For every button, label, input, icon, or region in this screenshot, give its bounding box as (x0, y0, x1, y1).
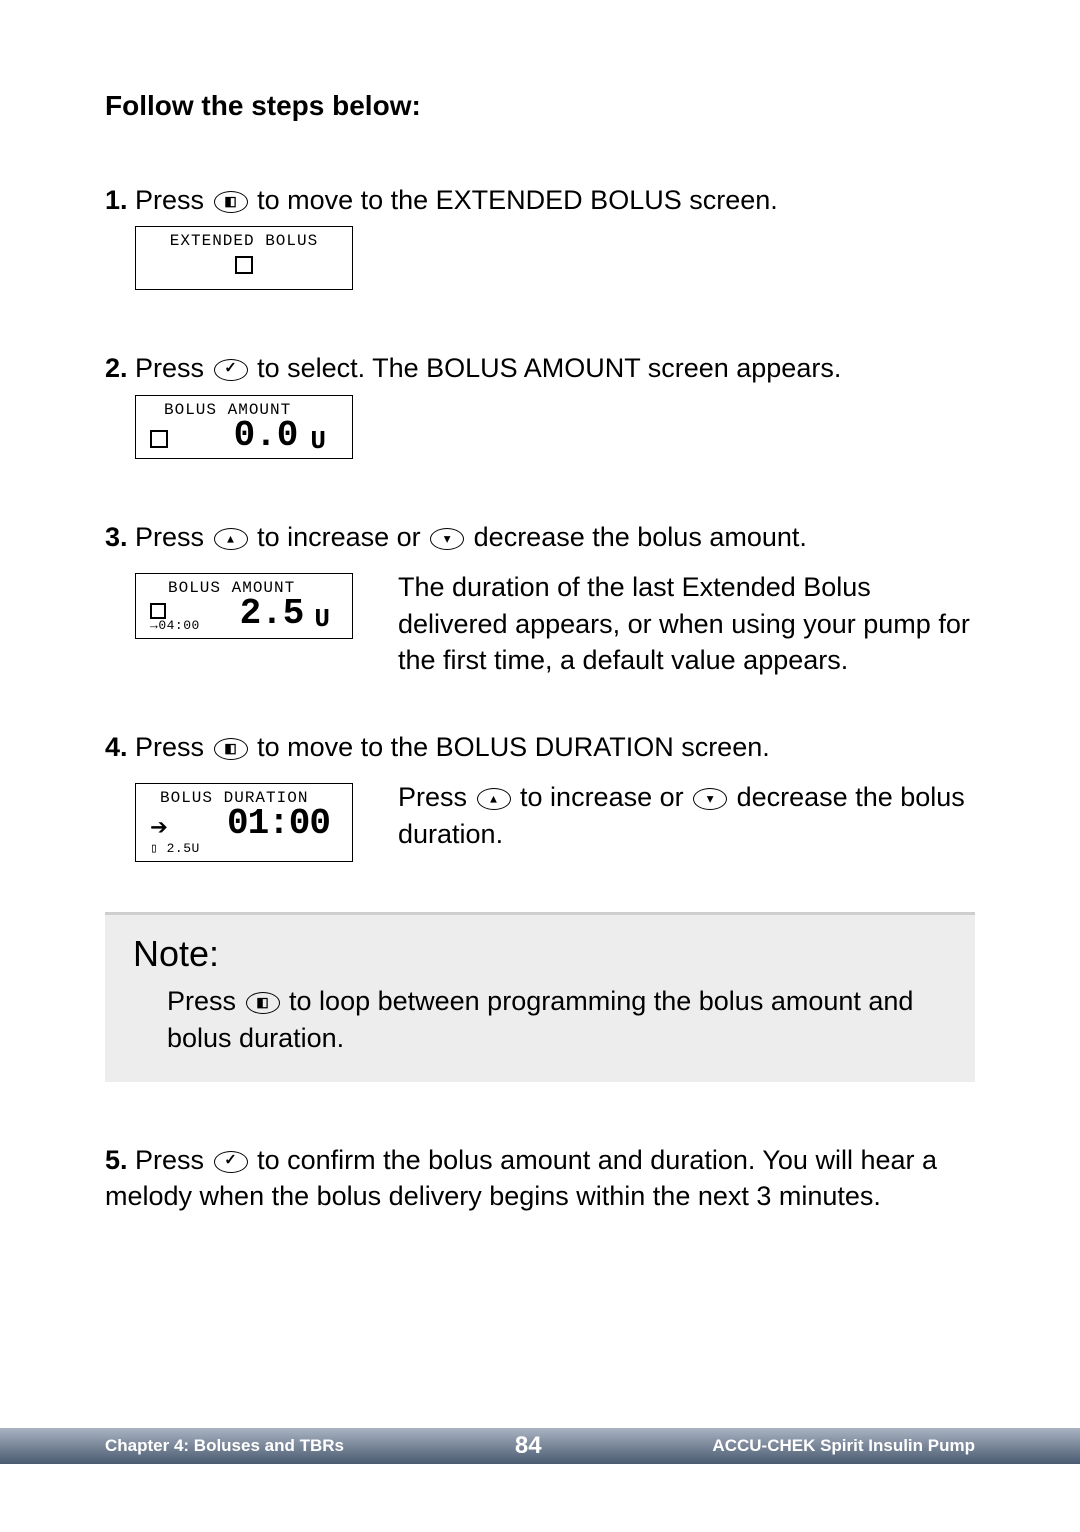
up-button-icon: ▴ (214, 528, 248, 550)
lcd2-value: 0.0 (234, 418, 299, 454)
lcd2-unit: U (310, 428, 326, 454)
step-5-before: Press (128, 1145, 212, 1175)
note-before: Press (167, 986, 244, 1016)
step-2-number: 2. (105, 353, 128, 383)
step-4-text: 4. Press ◧ to move to the BOLUS DURATION… (105, 729, 975, 765)
lcd1-body (144, 249, 344, 281)
square-icon (150, 430, 168, 448)
step-1-text: 1. Press ◧ to move to the EXTENDED BOLUS… (105, 182, 975, 218)
step-2-text: 2. Press ✓ to select. The BOLUS AMOUNT s… (105, 350, 975, 386)
note-after: to loop between programming the bolus am… (167, 986, 913, 1052)
lcd2-body: 0.0 U (144, 418, 344, 454)
step-3-number: 3. (105, 522, 128, 552)
check-button-icon: ✓ (214, 359, 248, 381)
step-4: 4. Press ◧ to move to the BOLUS DURATION… (105, 729, 975, 862)
lcd-bolus-amount-0: BOLUS AMOUNT 0.0U (135, 395, 353, 459)
step-3-side-text: The duration of the last Extended Bolus … (398, 565, 975, 678)
lcd-bolus-amount-25: BOLUS AMOUNT →04:00 2.5U (135, 573, 353, 639)
arrow-right-icon: ➔ (150, 818, 168, 842)
step-3-row: BOLUS AMOUNT →04:00 2.5U The duration of… (105, 565, 975, 678)
step-2-after: to select. The BOLUS AMOUNT screen appea… (250, 353, 842, 383)
step-4-number: 4. (105, 732, 128, 762)
page-content: Follow the steps below: 1. Press ◧ to mo… (0, 0, 1080, 1215)
step-3-mid: to increase or (250, 522, 429, 552)
menu-button-icon: ◧ (214, 191, 248, 213)
step-4-side-mid: to increase or (513, 782, 692, 812)
step-1-before: Press (128, 185, 212, 215)
step-3-after: decrease the bolus amount. (466, 522, 807, 552)
step-2-before: Press (128, 353, 212, 383)
note-box: Note: Press ◧ to loop between programmin… (105, 912, 975, 1082)
up-button-icon: ▴ (477, 788, 511, 810)
down-button-icon: ▾ (430, 528, 464, 550)
lcd3-body: →04:00 2.5 U (144, 596, 344, 632)
note-body: Press ◧ to loop between programming the … (133, 983, 935, 1056)
step-4-before: Press (128, 732, 212, 762)
lcd-extended-bolus: EXTENDED BOLUS (135, 226, 353, 290)
footer-content: Chapter 4: Boluses and TBRs 84 ACCU-CHEK… (0, 1422, 1080, 1470)
lcd4-value: 01:00 (227, 806, 330, 842)
step-1-after: to move to the EXTENDED BOLUS screen. (250, 185, 778, 215)
lcd3-leftcol: →04:00 (150, 603, 200, 632)
step-3: 3. Press ▴ to increase or ▾ decrease the… (105, 519, 975, 679)
step-3-text: 3. Press ▴ to increase or ▾ decrease the… (105, 519, 975, 555)
step-4-side-text: Press ▴ to increase or ▾ decrease the bo… (398, 775, 975, 852)
footer-product: ACCU-CHEK Spirit Insulin Pump (712, 1436, 975, 1456)
square-icon (150, 603, 166, 619)
lcd-bolus-duration: BOLUS DURATION ➔ 01:00 ▯ 2.5U (135, 783, 353, 862)
lcd3-sub: →04:00 (150, 619, 200, 632)
menu-button-icon: ◧ (246, 992, 280, 1014)
step-5-text: 5. Press ✓ to confirm the bolus amount a… (105, 1142, 975, 1215)
step-5-number: 5. (105, 1145, 128, 1175)
step-1: 1. Press ◧ to move to the EXTENDED BOLUS… (105, 182, 975, 290)
down-button-icon: ▾ (693, 788, 727, 810)
page-footer: Chapter 4: Boluses and TBRs 84 ACCU-CHEK… (0, 1422, 1080, 1470)
lcd1-title: EXTENDED BOLUS (144, 233, 344, 249)
note-title: Note: (133, 933, 935, 975)
menu-button-icon: ◧ (214, 738, 248, 760)
check-button-icon: ✓ (214, 1151, 248, 1173)
step-4-row: BOLUS DURATION ➔ 01:00 ▯ 2.5U Press ▴ to… (105, 775, 975, 862)
step-5: 5. Press ✓ to confirm the bolus amount a… (105, 1142, 975, 1215)
footer-page-number: 84 (515, 1432, 542, 1460)
lcd4-body: ➔ 01:00 (144, 806, 344, 842)
step-1-number: 1. (105, 185, 128, 215)
step-4-side-before: Press (398, 782, 475, 812)
lcd4-sub: ▯ 2.5U (144, 842, 344, 855)
step-4-after: to move to the BOLUS DURATION screen. (250, 732, 770, 762)
lcd3-unit: U (314, 606, 330, 632)
step-2: 2. Press ✓ to select. The BOLUS AMOUNT s… (105, 350, 975, 458)
section-heading: Follow the steps below: (105, 90, 975, 122)
footer-chapter: Chapter 4: Boluses and TBRs (105, 1436, 344, 1456)
step-3-before: Press (128, 522, 212, 552)
lcd3-value: 2.5 (240, 596, 305, 632)
square-icon (235, 256, 253, 274)
